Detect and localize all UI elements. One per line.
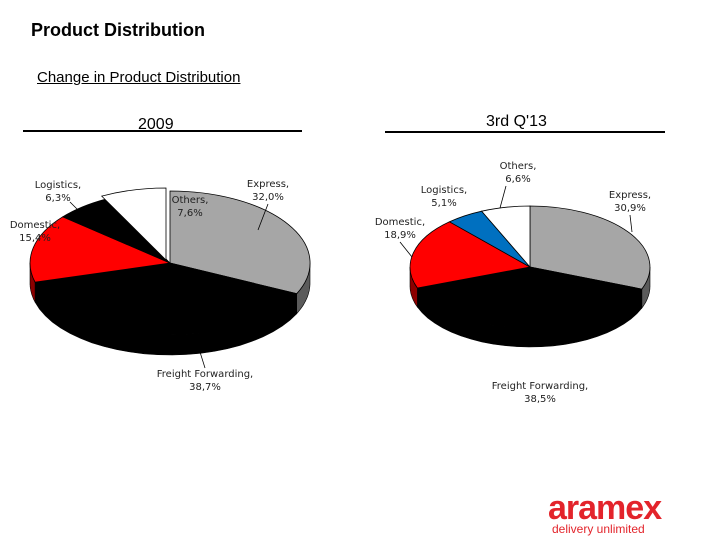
slice-label-value: 18,9% [384, 230, 416, 241]
slice-label-name: Freight Forwarding, [491, 381, 589, 392]
title-underline-q3-13 [385, 131, 665, 133]
slice-label-value: 38,7% [189, 382, 221, 393]
slice-label-name: Domestic, [9, 220, 61, 231]
pie-chart-0 [29, 187, 311, 369]
pie-slice-0-2 [29, 216, 172, 283]
slice-label-name: Express, [608, 190, 652, 201]
slice-label-name: Freight Forwarding, [156, 369, 254, 380]
pie-slice-1-4 [480, 205, 531, 269]
leader-line-0-0 [257, 203, 269, 231]
leader-line-0-2 [69, 201, 91, 223]
slice-label-1-3: Logistics, 5,1% [421, 184, 467, 210]
slice-label-1-0: Express, 30,9% [609, 189, 651, 215]
slice-label-value: 38,5% [524, 394, 556, 405]
logo-tagline: delivery unlimited [552, 522, 645, 536]
slice-label-1-2: Domestic, 18,9% [375, 216, 425, 242]
slice-label-0-4: Others, 7,6% [172, 194, 209, 220]
slice-label-value: 6,6% [505, 174, 531, 185]
pie-chart-1 [399, 185, 651, 348]
pie-slice-1-1 [416, 266, 643, 329]
leader-line-1-0 [629, 214, 633, 233]
pie-slice-1-2 [409, 221, 532, 289]
slice-label-0-2: Domestic, 15,4% [10, 219, 60, 245]
chart-title-2009: 2009 [138, 116, 174, 133]
slice-label-name: Others, [499, 161, 537, 172]
slice-label-name: Logistics, [420, 185, 468, 196]
leader-line-1-2 [399, 241, 413, 258]
leader-line-1-1 [499, 185, 507, 209]
slice-label-0-0: Express, 32,0% [247, 178, 289, 204]
slice-label-value: 32,0% [252, 192, 284, 203]
slice-label-value: 5,1% [431, 198, 457, 209]
slice-label-value: 6,3% [45, 193, 71, 204]
slice-label-name: Domestic, [374, 217, 426, 228]
chart-subtitle: Change in Product Distribution [37, 69, 241, 86]
slice-label-name: Logistics, [34, 180, 82, 191]
pie-slice-0-1 [34, 262, 298, 336]
slice-label-value: 15,4% [19, 233, 51, 244]
slice-label-0-1: Freight Forwarding, 38,7% [157, 368, 254, 394]
page-title: Product Distribution [31, 20, 205, 40]
title-underline-2009 [23, 130, 302, 132]
slice-label-1-4: Others, 6,6% [500, 160, 537, 186]
aramex-logo: aramex [548, 489, 662, 527]
chart-title-q3-13: 3rd Q'13 [486, 113, 547, 130]
pie-slice-0-0 [169, 190, 311, 295]
slice-label-value: 30,9% [614, 203, 646, 214]
pie-slice-1-0 [529, 205, 651, 290]
slice-label-name: Others, [171, 195, 209, 206]
leader-line-0-1 [199, 351, 206, 369]
slice-label-1-1: Freight Forwarding, 38,5% [492, 380, 589, 406]
slice-label-name: Express, [246, 179, 290, 190]
slice-label-value: 7,6% [177, 208, 203, 219]
slice-label-0-3: Logistics, 6,3% [35, 179, 81, 205]
pie-slice-0-4 [100, 187, 167, 261]
